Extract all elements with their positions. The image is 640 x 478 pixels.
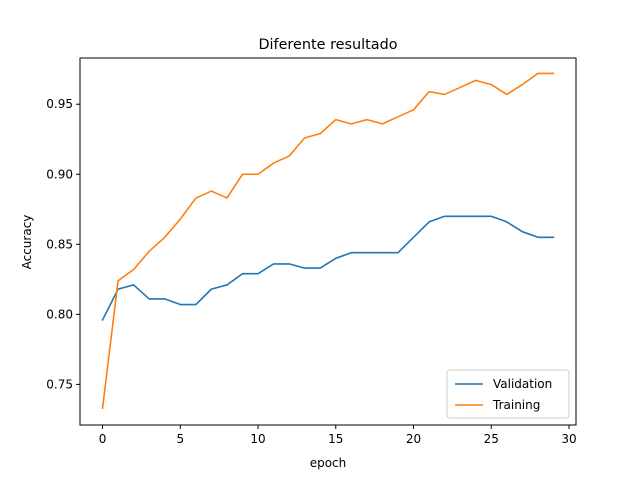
series-line-training bbox=[101, 72, 555, 410]
y-axis-label: Accuracy bbox=[20, 215, 34, 270]
y-tick-label-3: 0.90 bbox=[46, 167, 73, 181]
y-tick-label-0: 0.75 bbox=[46, 377, 73, 391]
legend-label-validation: Validation bbox=[493, 377, 552, 391]
x-tick-label-0: 0 bbox=[99, 432, 107, 446]
y-tick-label-4: 0.95 bbox=[46, 97, 73, 111]
series-line-validation bbox=[101, 215, 555, 322]
plot-area: 0 5 10 15 20 25 30 0.75 0.80 0.85 0.90 0.95 bbox=[46, 57, 577, 446]
chart-title: Diferente resultado bbox=[258, 37, 397, 53]
y-tick-label-1: 0.80 bbox=[46, 307, 73, 321]
x-tick-label-5: 5 bbox=[176, 432, 184, 446]
y-tick-label-2: 0.85 bbox=[46, 237, 73, 251]
x-tick-label-20: 20 bbox=[406, 432, 421, 446]
x-tick-label-25: 25 bbox=[484, 432, 499, 446]
legend-box bbox=[446, 369, 570, 419]
axes-frame bbox=[79, 57, 577, 426]
x-axis-label: epoch bbox=[310, 456, 347, 470]
legend-label-training: Training bbox=[492, 398, 540, 412]
x-tick-label-30: 30 bbox=[561, 432, 576, 446]
x-tick-label-10: 10 bbox=[250, 432, 265, 446]
legend: Validation Training bbox=[446, 369, 570, 419]
x-tick-label-15: 15 bbox=[328, 432, 343, 446]
